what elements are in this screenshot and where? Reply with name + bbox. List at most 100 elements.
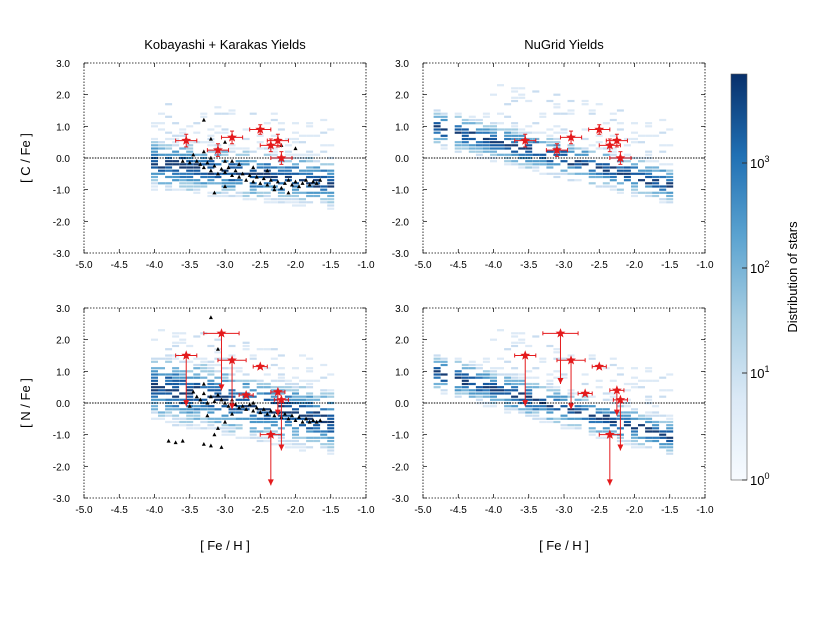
observed-star xyxy=(203,328,240,391)
density-cell xyxy=(306,166,314,169)
density-cell xyxy=(256,439,264,443)
density-cell xyxy=(221,427,229,430)
density-cell xyxy=(207,191,215,194)
density-cell xyxy=(320,185,328,188)
density-cell xyxy=(546,134,554,137)
model-point xyxy=(297,415,302,419)
density-cell xyxy=(560,424,568,427)
density-cell xyxy=(172,335,180,338)
density-cell xyxy=(327,191,335,194)
density-cell xyxy=(623,411,631,414)
density-cell xyxy=(511,153,519,156)
density-cell xyxy=(567,417,575,420)
density-cell xyxy=(454,357,462,360)
density-cell xyxy=(497,398,504,401)
density-cell xyxy=(631,191,638,194)
density-cell xyxy=(560,150,568,153)
density-cell xyxy=(631,172,638,175)
density-cell xyxy=(631,122,638,125)
density-cell xyxy=(588,112,596,115)
density-cell xyxy=(539,153,547,156)
density-cell xyxy=(235,191,243,194)
density-cell xyxy=(659,118,667,122)
density-cell xyxy=(475,389,483,392)
density-cell xyxy=(546,379,554,382)
density-cell xyxy=(277,169,285,172)
density-cell xyxy=(228,182,236,185)
density-cell xyxy=(609,424,617,427)
density-cell xyxy=(242,344,250,348)
density-cell xyxy=(249,160,257,163)
x-tick-label: -2.0 xyxy=(626,505,644,516)
density-cell xyxy=(320,414,328,417)
density-cell xyxy=(313,179,321,182)
density-cell xyxy=(299,354,306,357)
density-cell xyxy=(299,169,306,172)
density-cell xyxy=(235,427,243,430)
density-cell xyxy=(207,360,215,363)
density-cell xyxy=(320,389,328,392)
density-cell xyxy=(631,163,638,166)
density-cell xyxy=(588,172,596,175)
density-cell xyxy=(595,430,603,433)
density-cell xyxy=(320,163,328,166)
density-cell xyxy=(151,392,158,395)
density-cell xyxy=(186,420,194,424)
density-cell xyxy=(475,376,483,379)
density-cell xyxy=(221,433,229,436)
observed-star xyxy=(542,328,579,384)
density-cell xyxy=(221,414,229,417)
density-cell xyxy=(186,172,194,175)
panel-title: NuGrid Yields xyxy=(524,37,604,52)
density-cell xyxy=(623,144,631,147)
density-cell xyxy=(249,354,257,357)
density-cell xyxy=(151,172,158,175)
density-cell xyxy=(638,417,645,420)
density-cell xyxy=(327,449,335,452)
density-cell xyxy=(518,134,526,137)
density-cell xyxy=(284,411,292,414)
x-tick-label: -3.5 xyxy=(181,260,199,271)
density-cell xyxy=(270,424,278,427)
density-cell xyxy=(490,93,497,96)
density-cell xyxy=(525,144,533,147)
density-cell xyxy=(263,194,271,198)
density-cell xyxy=(518,87,526,90)
y-tick-label: 2.0 xyxy=(56,336,70,347)
density-cell xyxy=(623,389,631,392)
density-cell xyxy=(292,185,299,188)
density-cell xyxy=(193,335,201,338)
density-cell xyxy=(306,122,314,125)
density-cell xyxy=(433,115,441,118)
density-cell xyxy=(490,370,497,373)
density-cell xyxy=(595,420,603,424)
density-cell xyxy=(645,160,653,163)
density-cell xyxy=(475,150,483,153)
density-cell xyxy=(165,175,173,179)
density-cell xyxy=(546,373,554,376)
density-cell xyxy=(482,141,490,144)
density-cell xyxy=(581,373,589,376)
density-cell xyxy=(504,137,512,141)
observed-star xyxy=(591,361,607,371)
density-cell xyxy=(320,201,328,204)
density-cell xyxy=(560,131,568,134)
density-cell xyxy=(652,379,660,382)
observed-star xyxy=(588,124,611,135)
density-cell xyxy=(609,392,617,395)
density-cell xyxy=(602,163,610,166)
density-cell xyxy=(595,134,603,137)
density-cell xyxy=(270,420,278,424)
density-cell xyxy=(193,373,201,376)
density-cell xyxy=(539,386,547,389)
model-point xyxy=(261,407,266,411)
density-cell xyxy=(574,411,582,414)
density-cell xyxy=(609,153,617,156)
density-cell xyxy=(179,179,187,182)
density-cell xyxy=(235,379,243,382)
density-cell xyxy=(468,150,476,153)
density-cell xyxy=(263,163,271,166)
density-cell xyxy=(631,131,638,134)
density-cell xyxy=(666,175,674,179)
density-cell xyxy=(306,153,314,156)
